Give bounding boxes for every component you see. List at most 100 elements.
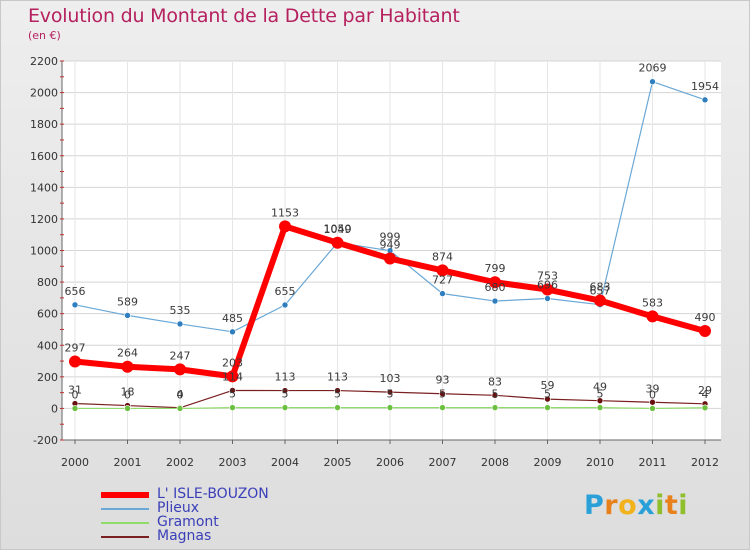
data-label: 103 <box>380 372 401 385</box>
data-point <box>439 404 446 411</box>
legend-label: Plieux <box>157 500 199 516</box>
legend-label: Gramont <box>157 514 219 530</box>
data-label: 297 <box>65 342 86 355</box>
y-tick-label: 600 <box>37 308 58 321</box>
data-label: 114 <box>222 370 243 383</box>
logo-letter: P <box>584 490 605 521</box>
data-label: 657 <box>590 285 611 298</box>
data-label: 18 <box>121 386 135 399</box>
data-label: 247 <box>170 349 191 362</box>
data-label: 589 <box>117 295 138 308</box>
data-point <box>386 404 394 411</box>
data-label: 655 <box>275 285 296 298</box>
y-tick-label: 400 <box>37 339 58 352</box>
data-label: 999 <box>380 231 401 244</box>
data-label: 0 <box>649 388 656 401</box>
chart-subtitle: (en €) <box>28 29 61 42</box>
data-point <box>701 404 709 412</box>
data-point <box>701 96 709 104</box>
data-point <box>71 301 79 309</box>
y-tick-label: 0 <box>51 402 58 415</box>
data-point <box>384 252 396 265</box>
data-label: 753 <box>537 270 558 283</box>
data-label: 874 <box>432 250 453 263</box>
x-tick-label: 2009 <box>534 456 562 469</box>
legend-label: L' ISLE-BOUZON <box>157 486 269 502</box>
data-label: 490 <box>695 311 716 324</box>
data-point <box>491 404 499 411</box>
chart-title: Evolution du Montant de la Dette par Hab… <box>28 5 460 27</box>
data-label: 5 <box>544 388 551 401</box>
data-point <box>646 310 659 323</box>
data-label: 1153 <box>271 206 299 219</box>
data-point <box>386 388 394 396</box>
data-label: 5 <box>229 388 236 401</box>
data-label: 49 <box>593 381 607 394</box>
x-tick-label: 2004 <box>271 456 299 469</box>
data-label: 1049 <box>324 223 352 236</box>
data-label: 535 <box>170 304 191 317</box>
data-point <box>334 387 341 394</box>
data-point <box>124 312 131 319</box>
data-label: 4 <box>702 388 709 401</box>
data-point <box>699 325 711 338</box>
proxiti-logo: Proxiti <box>584 490 688 521</box>
data-point <box>439 290 446 297</box>
data-point <box>226 370 239 383</box>
y-tick-label: -200 <box>33 434 58 447</box>
data-label: 656 <box>65 285 86 298</box>
legend-swatch <box>101 508 149 510</box>
data-point <box>649 78 656 85</box>
data-label: 113 <box>327 371 348 384</box>
data-point <box>279 220 291 233</box>
data-point <box>331 236 344 249</box>
data-label: 29 <box>698 384 712 397</box>
data-point <box>281 387 289 394</box>
data-label: 5 <box>387 388 394 401</box>
x-tick-label: 2001 <box>114 456 142 469</box>
data-label: 5 <box>492 388 499 401</box>
y-tick-label: 2000 <box>30 87 58 100</box>
y-tick-label: 800 <box>37 276 58 289</box>
data-point <box>541 283 554 296</box>
data-point <box>594 294 606 307</box>
y-tick-label: 1200 <box>30 213 58 226</box>
data-label: 680 <box>485 281 506 294</box>
data-point <box>124 405 131 412</box>
data-label: 0 <box>124 388 131 401</box>
data-label: 5 <box>439 388 446 401</box>
x-tick-label: 2000 <box>61 456 89 469</box>
data-point <box>596 397 604 404</box>
data-label: 5 <box>334 388 341 401</box>
data-label: 5 <box>597 388 604 401</box>
data-label: 2069 <box>639 62 667 75</box>
legend-swatch <box>101 522 149 524</box>
data-label: 203 <box>222 356 243 369</box>
logo-letter: r <box>604 490 619 521</box>
data-label: 4 <box>177 388 184 401</box>
x-tick-label: 2007 <box>429 456 457 469</box>
data-label: 583 <box>642 296 663 309</box>
x-tick-label: 2002 <box>166 456 194 469</box>
data-label: 949 <box>380 239 401 252</box>
x-tick-label: 2006 <box>376 456 404 469</box>
data-point <box>334 404 341 411</box>
data-label: 799 <box>485 262 506 275</box>
data-label: 93 <box>436 374 450 387</box>
data-label: 0 <box>177 388 184 401</box>
data-point <box>229 404 236 411</box>
legend-swatch <box>101 536 149 538</box>
data-point <box>544 395 551 403</box>
data-point <box>281 404 289 411</box>
data-label: 1954 <box>691 80 719 93</box>
data-point <box>229 387 236 394</box>
data-point <box>491 392 499 399</box>
data-label: 59 <box>541 379 555 392</box>
data-label: 727 <box>432 274 453 287</box>
data-label: 485 <box>222 312 243 325</box>
y-tick-label: 1600 <box>30 150 58 163</box>
data-point <box>176 405 184 412</box>
data-label: 83 <box>488 375 502 388</box>
data-point <box>121 360 134 373</box>
